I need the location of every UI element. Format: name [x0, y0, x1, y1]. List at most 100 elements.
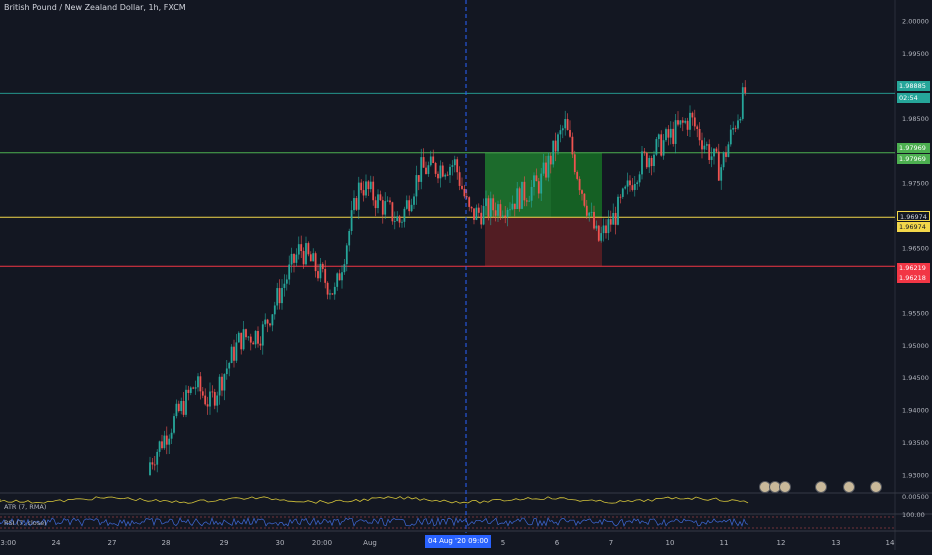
target-price-tag: 1.97969 [897, 143, 930, 153]
candle-body [211, 391, 214, 393]
candle-body [360, 182, 363, 191]
candle-body [501, 215, 504, 217]
candle-body [336, 273, 339, 287]
candle-body [573, 154, 576, 173]
candle-body [189, 387, 192, 393]
candle-body [381, 200, 384, 215]
candle-body [324, 269, 327, 283]
candle-body [739, 118, 742, 121]
idea-avatar[interactable] [870, 481, 882, 493]
candle-body [151, 462, 154, 465]
candle-body [177, 403, 180, 412]
crosshair-date-tag: 04 Aug '20 09:00 [425, 535, 492, 548]
rsi-label[interactable]: RSI (7, close) [4, 519, 47, 527]
atr-label[interactable]: ATR (7, RMA) [4, 503, 47, 511]
candle-body [525, 200, 528, 202]
candle-body [607, 219, 610, 234]
candle-body [420, 157, 423, 182]
candle-body [161, 441, 163, 449]
candle-body [609, 219, 612, 225]
candle-body [185, 389, 187, 415]
loss-zone [485, 217, 602, 267]
price-tick-label: 1.93000 [902, 472, 929, 480]
candle-body [309, 254, 312, 262]
candle-body [290, 253, 293, 265]
candle-body [737, 120, 739, 129]
price-tick-label: 1.95000 [902, 342, 929, 350]
candle-body [252, 342, 255, 345]
candle-body [417, 175, 420, 182]
candle-body [693, 117, 696, 127]
candle-body [300, 244, 303, 252]
candle-body [648, 157, 651, 168]
candle-body [192, 387, 195, 389]
candle-body [552, 140, 555, 165]
candle-body [662, 140, 665, 156]
candle-body [691, 112, 694, 118]
candle-body [641, 151, 643, 175]
price-tick-label: 1.98500 [902, 115, 929, 123]
candle-body [727, 144, 730, 157]
candle-body [305, 243, 307, 265]
candle-body [487, 198, 490, 217]
candle-body [307, 243, 310, 255]
candle-body [494, 210, 497, 216]
candle-body [415, 175, 418, 197]
time-tick-label: 13 [832, 539, 841, 547]
candle-body [437, 173, 439, 179]
candle-body [223, 374, 226, 391]
candle-body [605, 225, 607, 234]
candle-body [362, 190, 365, 196]
candle-body [643, 151, 646, 153]
idea-avatar[interactable] [843, 481, 855, 493]
last-price-tag: 1.98885 [897, 81, 930, 91]
candle-body [636, 182, 639, 184]
candle-body [317, 271, 319, 279]
candle-body [684, 120, 687, 123]
candle-body [660, 134, 663, 156]
candle-body [259, 343, 262, 346]
candle-body [225, 368, 228, 375]
candle-body [741, 87, 744, 119]
candle-body [456, 159, 459, 173]
candle-body [213, 392, 216, 406]
time-tick-label: 10 [666, 539, 675, 547]
candle-body [425, 167, 427, 174]
rsi-line [0, 516, 749, 528]
candle-body [674, 120, 677, 144]
candle-body [283, 283, 286, 288]
candle-body [701, 140, 703, 150]
candle-body [458, 172, 461, 186]
candle-body [569, 130, 571, 137]
candle-body [432, 156, 435, 164]
candle-body [379, 194, 382, 201]
candle-body [533, 175, 535, 187]
candle-body [595, 225, 598, 229]
candle-body [581, 190, 583, 194]
candle-body [537, 181, 540, 194]
time-tick-label: 5 [501, 539, 505, 547]
candle-body [312, 253, 315, 262]
candle-body [566, 119, 569, 131]
candle-body [744, 87, 747, 93]
candle-body [413, 196, 415, 205]
idea-avatar[interactable] [779, 481, 791, 493]
candle-body [480, 212, 483, 225]
candle-body [288, 264, 291, 280]
idea-avatar[interactable] [815, 481, 827, 493]
candle-body [516, 188, 519, 209]
candle-body [165, 435, 168, 445]
candle-body [156, 451, 159, 465]
candle-body [329, 293, 331, 295]
candle-body [266, 319, 269, 324]
candle-body [629, 180, 631, 186]
candle-body [677, 120, 679, 125]
price-tick-label: 1.96500 [902, 245, 929, 253]
candle-body [698, 128, 701, 141]
candle-body [708, 144, 711, 160]
candle-body [302, 251, 305, 265]
candle-body [547, 155, 550, 178]
candle-body [278, 288, 281, 304]
